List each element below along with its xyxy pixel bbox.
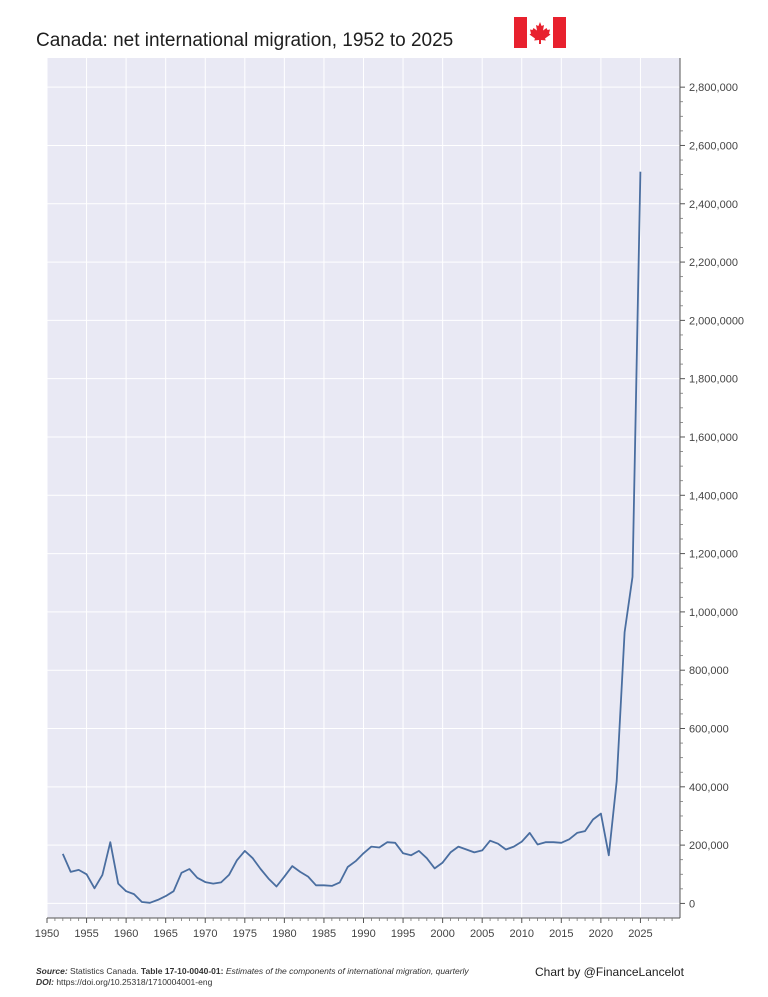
y-tick-label: 600,000 [689,724,729,736]
x-tick-label: 1970 [193,928,217,940]
x-tick-label: 1985 [312,928,336,940]
y-tick-label: 1,400,000 [689,490,738,502]
chart-title: Canada: net international migration, 195… [36,30,454,51]
y-tick-label: 800,000 [689,665,729,677]
x-tick-label: 1975 [233,928,257,940]
table-description: Estimates of the components of internati… [225,966,469,976]
y-tick-label: 2,000,0000 [689,315,744,327]
x-tick-label: 1995 [391,928,415,940]
table-id: Table 17-10-0040-01: [140,966,224,976]
source-text: Statistics Canada. [70,966,139,976]
series-line-0 [61,171,642,904]
doi-link[interactable]: https://doi.org/10.25318/1710004001-eng [56,977,213,987]
y-axis-ticks: 0 200,000 400,000 600,000 800,000 1,000,000 1,… [680,82,744,910]
maple-leaf-icon [529,22,551,44]
x-tick-label: 2025 [628,928,652,940]
source-label: Source: [36,966,68,976]
x-tick-label: 1990 [351,928,375,940]
y-tick-label: 1,800,000 [689,374,738,386]
chart-credit: Chart by @FinanceLancelot [535,965,684,979]
source-note: Source: Statistics Canada. Table 17-10-0… [36,966,469,988]
y-tick-label: 2,200,000 [689,257,738,269]
y-tick-label: 200,000 [689,840,729,852]
x-axis-ticks: 1950 1955 1960 1965 1970 1975 1980 1985 1990 1995… [35,918,673,940]
x-tick-label: 1955 [74,928,98,940]
x-tick-label: 2005 [470,928,494,940]
y-tick-label: 1,000,000 [689,607,738,619]
x-tick-label: 1980 [272,928,296,940]
y-tick-label: 2,600,000 [689,140,738,152]
x-tick-label: 2020 [589,928,613,940]
x-tick-label: 1960 [114,928,138,940]
grid-lines [46,58,680,918]
y-tick-label: 2,400,000 [689,199,738,211]
x-tick-label: 2000 [430,928,454,940]
x-tick-label: 2015 [549,928,573,940]
series-group [61,171,642,904]
x-tick-label: 2010 [510,928,534,940]
y-tick-label: 1,600,000 [689,432,738,444]
y-tick-label: 2,800,000 [689,82,738,94]
canada-flag-icon [514,17,566,48]
y-tick-label: 0 [689,898,695,910]
x-tick-label: 1950 [35,928,59,940]
doi-label: DOI: [36,977,54,987]
y-tick-label: 1,200,000 [689,549,738,561]
y-tick-label: 400,000 [689,782,729,794]
x-tick-label: 1965 [153,928,177,940]
